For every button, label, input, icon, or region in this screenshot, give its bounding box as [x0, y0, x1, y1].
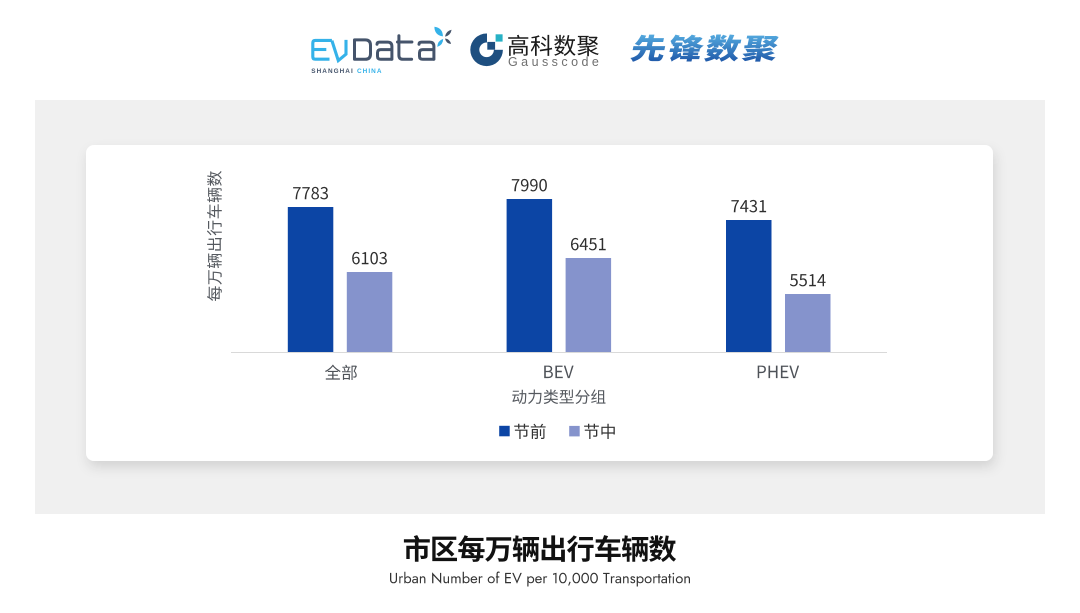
svg-text:Gausscode: Gausscode [508, 55, 602, 69]
svg-text:CHINA: CHINA [357, 68, 383, 75]
svg-text:SHANGHAI: SHANGHAI [311, 68, 353, 75]
